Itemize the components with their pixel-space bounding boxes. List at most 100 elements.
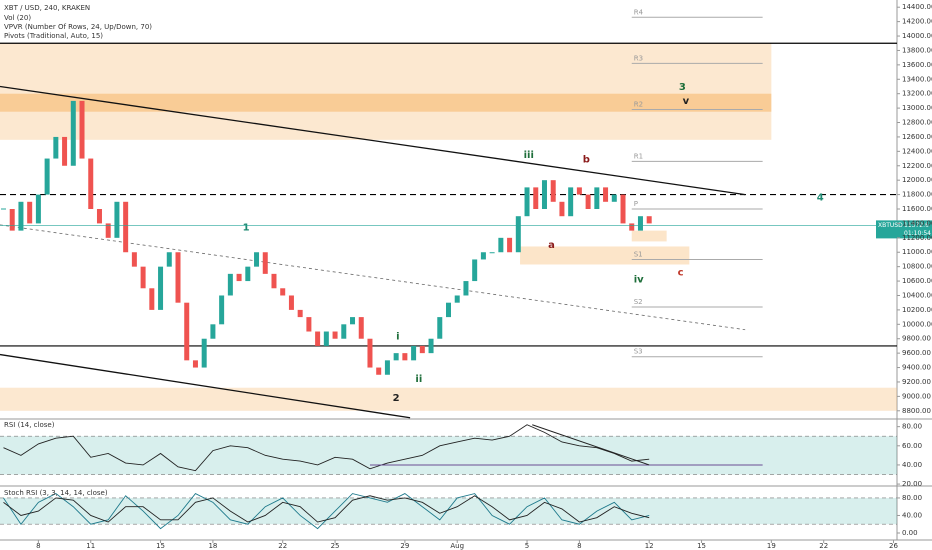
candle (27, 201, 33, 224)
y-tick-label: 12600.00 (902, 133, 932, 141)
y-tick-label: 13600.00 (902, 61, 932, 69)
trendline (0, 85, 746, 196)
y-tick-label: 9800.00 (902, 335, 931, 343)
x-tick-label: Aug (450, 542, 464, 550)
candle (341, 324, 347, 339)
candle (245, 266, 251, 282)
candle (210, 324, 216, 339)
wave-label: iv (634, 275, 644, 286)
candle (629, 223, 635, 231)
x-tick-label: 25 (331, 542, 340, 550)
x-tick-label: 18 (208, 542, 217, 550)
pivot-label: R3 (634, 54, 643, 62)
candle (280, 288, 286, 296)
candle (315, 331, 321, 346)
x-tick-label: 29 (400, 542, 409, 550)
candle (288, 295, 294, 310)
candle (367, 338, 373, 368)
trendline (0, 353, 411, 419)
last-price-symbol: XBTUSD (878, 222, 903, 229)
candle (419, 345, 425, 354)
wave-label: ii (415, 374, 422, 385)
candle (219, 295, 225, 325)
x-tick-label: 15 (156, 542, 165, 550)
y-tick-label: 9600.00 (902, 349, 931, 357)
y-tick-label: 14400.00 (902, 3, 932, 11)
candle (175, 252, 181, 303)
y-tick-label: 13200.00 (902, 90, 932, 98)
candle (62, 136, 68, 166)
candle (480, 252, 486, 260)
candle (454, 295, 460, 303)
candle (559, 201, 565, 217)
indicator-label: VPVR (Number Of Rows, 24, Up/Down, 70) (4, 23, 152, 31)
y-tick-label: 13400.00 (902, 75, 932, 83)
candle (594, 187, 600, 209)
y-tick-label: 60.00 (902, 442, 922, 450)
pane-title: RSI (14, close) (4, 421, 55, 429)
y-tick-label: 11400.00 (902, 219, 932, 227)
candle (9, 209, 15, 231)
candle (384, 360, 390, 375)
candle (201, 338, 207, 368)
y-tick-label: 10600.00 (902, 277, 932, 285)
y-tick-label: 10400.00 (902, 291, 932, 299)
x-tick-label: 22 (819, 542, 828, 550)
x-tick-label: 11 (86, 542, 95, 550)
wave-label: b (583, 154, 590, 165)
indicator-label: Vol (20) (4, 14, 31, 22)
y-tick-label: 13000.00 (902, 104, 932, 112)
zone (0, 93, 772, 112)
y-tick-label: 12200.00 (902, 162, 932, 170)
candle (184, 302, 190, 361)
candle (227, 273, 233, 296)
pivot-label: R2 (634, 101, 643, 109)
candle (620, 194, 626, 224)
wave-label: 4 (817, 192, 824, 203)
pivot-label: S2 (634, 298, 643, 306)
candle (18, 201, 24, 231)
candle (271, 273, 277, 289)
candle (585, 194, 591, 209)
zone (631, 230, 667, 242)
candle (498, 237, 504, 253)
candle (463, 281, 469, 296)
x-tick-label: 8 (577, 542, 581, 550)
trendline (532, 424, 650, 466)
zone (0, 387, 897, 411)
y-tick-label: 14200.00 (902, 18, 932, 26)
candle (358, 317, 364, 339)
wave-label: a (548, 240, 555, 251)
x-tick-label: 19 (767, 542, 776, 550)
y-tick-label: 13800.00 (902, 46, 932, 54)
candle (524, 187, 530, 217)
candle (489, 252, 495, 254)
y-tick-label: 11800.00 (902, 191, 932, 199)
candle (70, 100, 76, 166)
pivot-label: R1 (634, 152, 643, 160)
candle (166, 252, 172, 267)
candle (637, 216, 643, 231)
y-tick-label: 80.00 (902, 423, 922, 431)
y-tick-label: 8800.00 (902, 407, 931, 415)
wave-label: i (396, 332, 399, 343)
candle (236, 273, 242, 282)
series-line (3, 495, 650, 523)
y-tick-label: 12400.00 (902, 147, 932, 155)
wave-label: 2 (393, 393, 400, 404)
candle (297, 309, 303, 318)
y-tick-label: 11000.00 (902, 248, 932, 256)
wave-label: c (678, 267, 684, 278)
band (0, 436, 897, 475)
x-tick-label: 12 (645, 542, 654, 550)
last-price-value: 11372.6 (904, 222, 929, 229)
band (0, 497, 897, 525)
candle (158, 266, 164, 310)
candle (149, 288, 155, 310)
y-tick-label: 10200.00 (902, 306, 932, 314)
last-price-box (876, 220, 932, 239)
x-tick-label: 26 (889, 542, 898, 550)
y-tick-label: 80.00 (902, 494, 922, 502)
x-tick-label: 15 (697, 542, 706, 550)
